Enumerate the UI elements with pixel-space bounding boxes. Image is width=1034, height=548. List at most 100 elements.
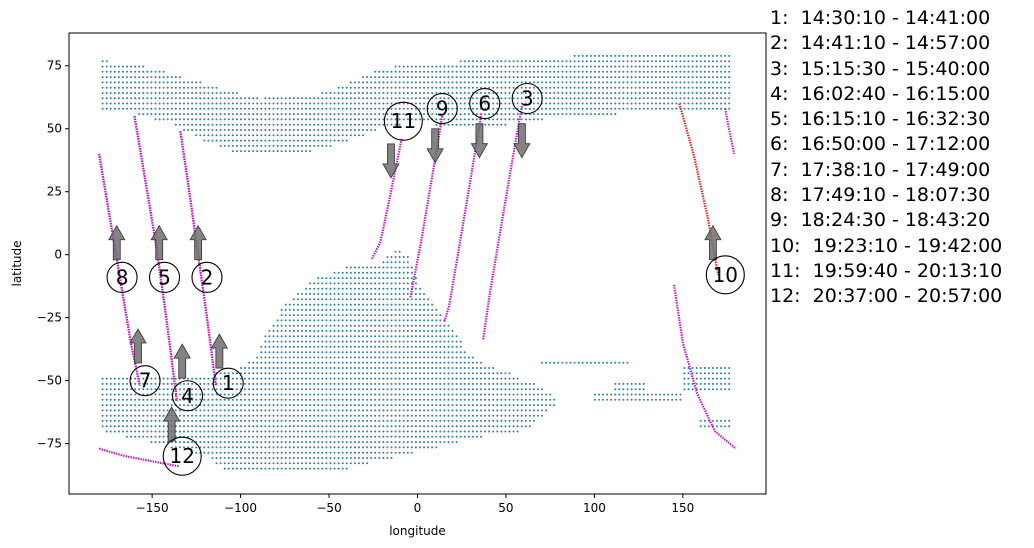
land-point (707, 367, 710, 369)
land-point (630, 102, 633, 105)
land-point (142, 409, 145, 412)
land-point (370, 409, 373, 412)
land-point (711, 102, 714, 105)
land-point (687, 102, 690, 105)
land-point (394, 293, 397, 295)
land-point (585, 113, 588, 116)
land-point (146, 102, 149, 105)
land-point (280, 404, 283, 407)
y-tick-label: 75 (47, 59, 62, 73)
land-point (292, 398, 295, 401)
land-point (508, 430, 511, 433)
land-point (573, 76, 576, 79)
land-point (219, 134, 222, 137)
land-point (423, 102, 425, 105)
land-point (317, 351, 320, 354)
land-point (337, 330, 340, 332)
land-point (349, 340, 352, 343)
land-point (378, 314, 381, 317)
land-point (357, 457, 360, 459)
land-point (362, 81, 364, 84)
land-point (659, 398, 661, 401)
land-point (276, 150, 279, 153)
land-point (345, 446, 348, 449)
land-point (638, 54, 641, 57)
land-point (634, 382, 637, 385)
land-point (374, 308, 377, 311)
land-point (537, 118, 539, 121)
land-point (366, 81, 369, 84)
land-point (378, 330, 381, 332)
land-point (264, 398, 267, 401)
land-point (724, 60, 727, 63)
land-point (455, 409, 458, 412)
land-point (292, 393, 295, 396)
land-point (154, 102, 157, 105)
land-point (382, 377, 385, 380)
land-point (353, 382, 356, 385)
land-point (325, 298, 328, 301)
land-point (215, 457, 218, 459)
land-point (516, 382, 519, 385)
land-point (337, 451, 340, 454)
land-point (398, 250, 401, 253)
land-point (276, 388, 279, 391)
land-point (646, 65, 649, 68)
land-point (565, 60, 568, 63)
land-point (414, 324, 417, 327)
land-point (146, 425, 149, 428)
land-point (471, 97, 474, 100)
land-point (113, 107, 116, 110)
land-point (451, 419, 454, 422)
land-point (325, 308, 328, 311)
land-point (162, 404, 165, 407)
land-point (663, 97, 666, 100)
land-point (301, 330, 303, 332)
land-point (541, 107, 543, 110)
land-point (455, 86, 458, 89)
land-point (272, 435, 275, 438)
land-point (414, 102, 417, 105)
land-point (602, 81, 605, 84)
land-point (341, 382, 344, 385)
land-point (256, 367, 259, 369)
land-point (394, 435, 397, 438)
land-point (288, 129, 291, 131)
land-point (325, 351, 328, 354)
land-point (419, 425, 421, 428)
land-point (366, 113, 369, 116)
land-point (345, 86, 348, 89)
land-point (475, 86, 478, 89)
land-point (374, 107, 377, 110)
land-point (427, 76, 430, 79)
land-point (423, 393, 425, 396)
land-point (317, 388, 320, 391)
land-point (504, 65, 507, 68)
land-point (537, 409, 539, 412)
land-point (406, 351, 409, 354)
land-point (329, 314, 332, 317)
land-point (362, 277, 364, 280)
land-point (467, 382, 470, 385)
land-point (716, 419, 718, 422)
land-point (203, 393, 206, 396)
land-point (565, 81, 568, 84)
land-point (610, 398, 613, 401)
land-point (394, 261, 397, 264)
land-point (475, 409, 478, 412)
land-point (650, 81, 653, 84)
land-point (305, 134, 308, 137)
land-point (447, 430, 450, 433)
land-point (170, 398, 173, 401)
land-point (366, 319, 369, 322)
land-point (414, 398, 417, 401)
land-point (565, 107, 568, 110)
land-point (402, 446, 405, 449)
land-point (431, 404, 434, 407)
land-point (423, 340, 425, 343)
land-point (187, 398, 190, 401)
land-point (357, 425, 360, 428)
land-point (183, 81, 185, 84)
land-point (154, 409, 157, 412)
land-point (370, 398, 373, 401)
